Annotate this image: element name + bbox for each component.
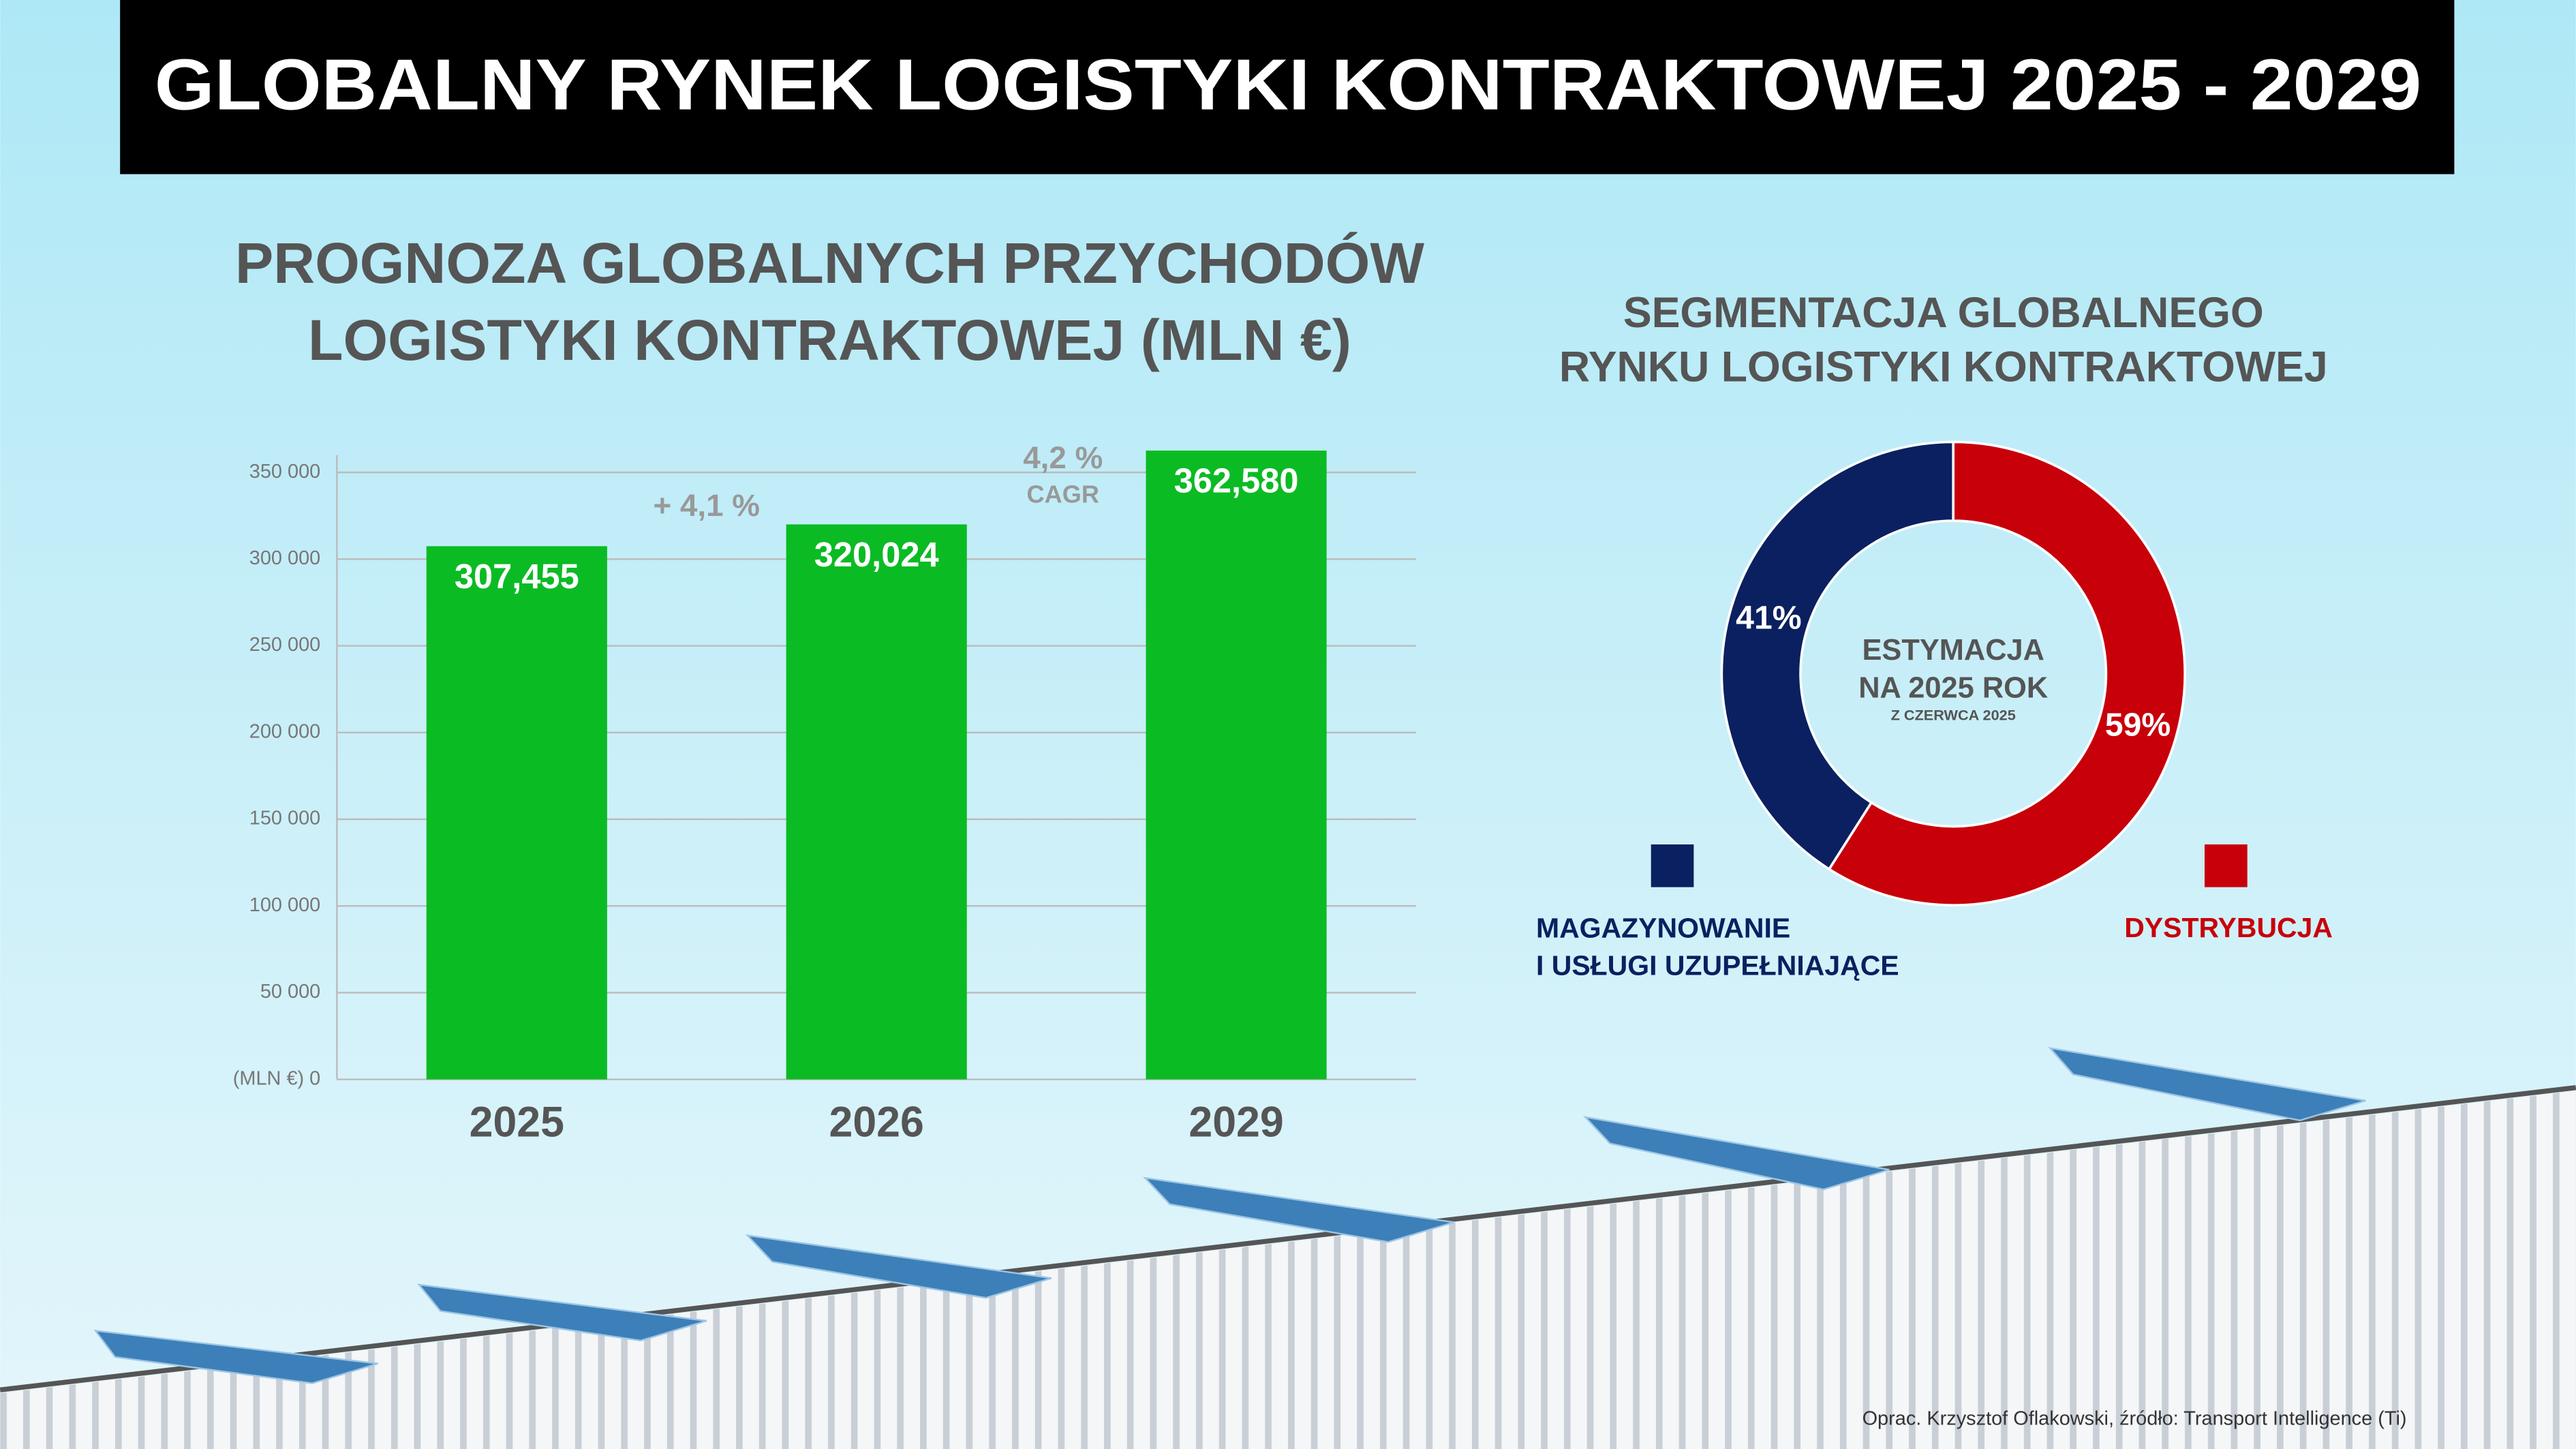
roof-decoration <box>0 1047 2576 1449</box>
value-label: 320,024 <box>814 535 939 574</box>
bar <box>786 524 967 1080</box>
x-tick-label: 2029 <box>1189 1099 1283 1146</box>
center-text: ESTYMACJA NA 2025 ROK <box>1858 634 2048 704</box>
main-title: GLOBALNY RYNEK LOGISTYKI KONTRAKTOWEJ 20… <box>155 45 2421 125</box>
y-tick-label: 150 000 <box>249 808 321 829</box>
header-bar <box>120 0 2455 174</box>
bar <box>426 546 607 1080</box>
chart-title: SEGMENTACJA GLOBALNEGO RYNKU LOGISTYKI KO… <box>1559 288 2328 391</box>
legend-swatch <box>1651 844 1694 887</box>
value-label: 362,580 <box>1174 461 1299 500</box>
annotation: 4,2 % <box>1023 440 1103 475</box>
y-tick-label: 350 000 <box>249 461 321 483</box>
value-label: 307,455 <box>455 557 579 596</box>
center-subtext: Z CZERWCA 2025 <box>1891 707 2016 724</box>
donut-segment <box>1720 440 1955 871</box>
y-tick-label: 100 000 <box>249 894 321 916</box>
chart-title: PROGNOZA GLOBALNYCH PRZYCHODÓW LOGISTYKI … <box>235 231 1424 372</box>
y-tick-label: 300 000 <box>249 547 321 569</box>
y-tick-label: 50 000 <box>260 981 320 1003</box>
y-tick-label: 250 000 <box>249 634 321 656</box>
legend-label: MAGAZYNOWANIE I USŁUGI UZUPEŁNIAJĄCE <box>1536 912 1899 981</box>
donut-segment <box>1827 440 2186 906</box>
x-tick-label: 2026 <box>829 1099 923 1146</box>
value-label: 41% <box>1736 599 1801 636</box>
y-tick-label: (MLN €) 0 <box>233 1067 320 1089</box>
legend-swatch <box>2205 844 2248 887</box>
source-note: Oprac. Krzysztof Oflakowski, źródło: Tra… <box>1862 1407 2407 1429</box>
bar <box>1146 451 1327 1080</box>
annotation: + 4,1 % <box>653 488 760 523</box>
value-label: 59% <box>2105 707 2171 744</box>
x-tick-label: 2025 <box>470 1099 564 1146</box>
annotation: CAGR <box>1027 480 1099 508</box>
y-tick-label: 200 000 <box>249 720 321 742</box>
legend-label: DYSTRYBUCJA <box>2124 912 2333 943</box>
